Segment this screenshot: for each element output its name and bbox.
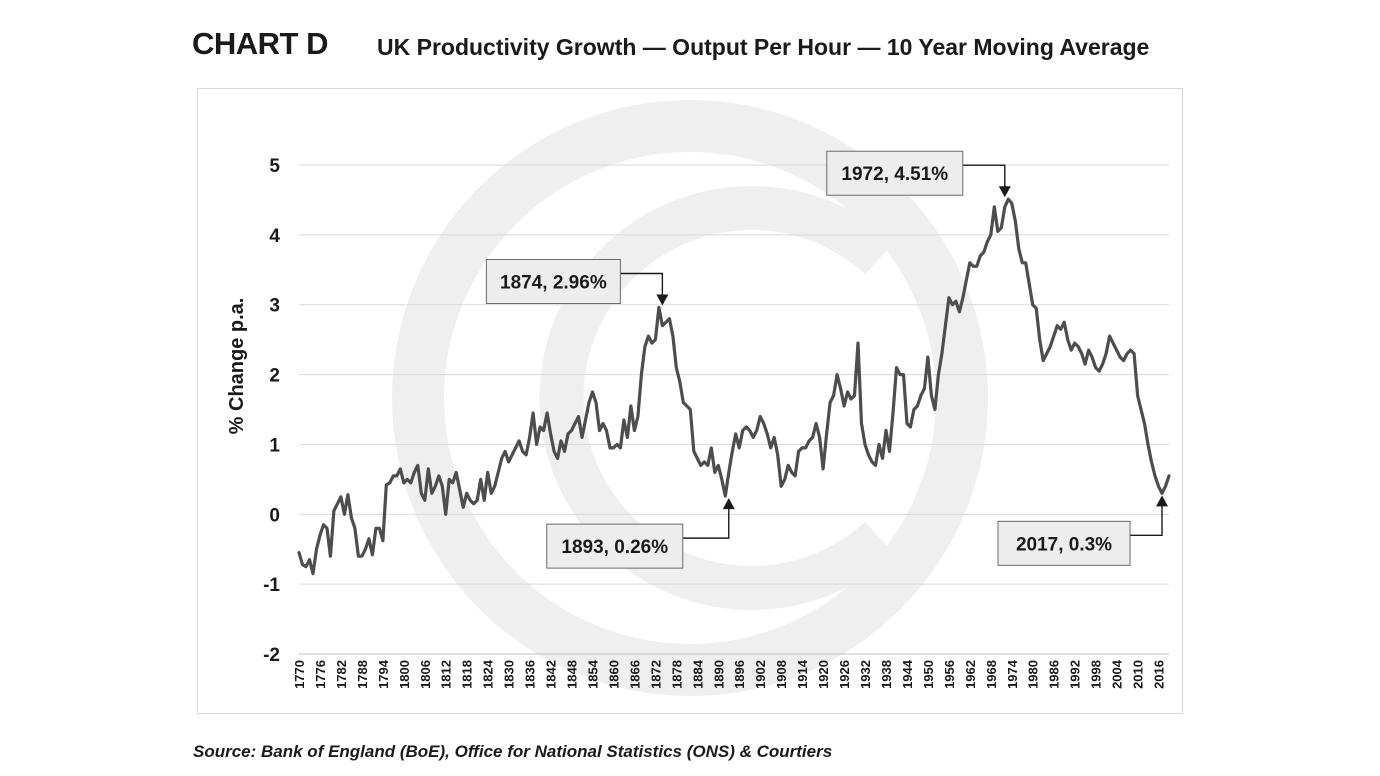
annotations: 1874, 2.96% 1972, 4.51% 1893, 0.26% 2017, 0… — [485, 150, 1169, 569]
callout-connector — [1130, 505, 1163, 537]
source-note: Source: Bank of England (BoE), Office fo… — [193, 742, 833, 761]
plot-frame — [197, 88, 1183, 714]
x-tick-label: 1962 — [963, 660, 978, 689]
callout-connector — [620, 272, 664, 296]
y-tick-label: -2 — [263, 645, 280, 666]
y-tick-label: 1 — [269, 435, 280, 456]
x-tick-label: 1842 — [544, 660, 559, 689]
x-tick-label: 1932 — [858, 660, 873, 689]
grid-lines — [299, 164, 1169, 655]
y-tick-label: 5 — [269, 156, 280, 177]
callout-connector — [682, 508, 730, 539]
callout-box — [997, 520, 1131, 566]
callout-arrowhead — [998, 186, 1011, 198]
callout-box — [826, 150, 964, 196]
x-tick-label: 1974 — [1005, 659, 1020, 689]
x-tick-label: 1920 — [816, 660, 831, 689]
callout-connector — [962, 164, 1006, 188]
callout-label: 2017, 0.3% — [1016, 534, 1112, 555]
x-tick-label: 1944 — [900, 659, 915, 689]
x-tick-label: 1776 — [313, 660, 328, 689]
x-tick-label: 1950 — [921, 660, 936, 689]
callout-label: 1874, 2.96% — [500, 273, 607, 294]
y-axis-label: % Change p.a. — [226, 298, 248, 435]
y-axis: -2 -1 0 1 2 3 4 5 — [263, 156, 280, 666]
x-tick-label: 1866 — [627, 660, 642, 689]
x-tick-label: 1926 — [837, 660, 852, 689]
y-tick-label: 2 — [269, 366, 280, 387]
callout-label: 1972, 4.51% — [841, 164, 948, 185]
x-tick-label: 2016 — [1152, 660, 1167, 689]
x-tick-label: 1824 — [481, 659, 496, 689]
x-tick-label: 1884 — [690, 659, 705, 689]
x-tick-label: 1878 — [669, 660, 684, 689]
x-tick-label: 1992 — [1068, 660, 1083, 689]
y-tick-label: -1 — [263, 575, 280, 596]
callout-arrowhead — [656, 294, 669, 306]
x-tick-label: 1968 — [984, 660, 999, 689]
x-tick-label: 1836 — [523, 660, 538, 689]
watermark-c — [539, 186, 895, 610]
x-tick-label: 1800 — [397, 660, 412, 689]
y-tick-label: 4 — [269, 226, 280, 247]
x-tick-label: 1938 — [879, 660, 894, 689]
series-line — [297, 197, 1171, 576]
x-tick-label: 1890 — [711, 660, 726, 689]
x-tick-label: 1902 — [753, 660, 768, 689]
x-tick-label: 1896 — [732, 660, 747, 689]
x-tick-label: 1956 — [942, 660, 957, 689]
y-tick-label: 0 — [269, 505, 280, 526]
annotation-callout: 1874, 2.96% — [485, 259, 669, 306]
copyright-watermark-icon — [392, 100, 988, 696]
callout-label: 1893, 0.26% — [561, 537, 668, 558]
y-tick-label: 3 — [269, 296, 280, 317]
x-tick-label: 1860 — [606, 660, 621, 689]
x-tick-label: 2010 — [1131, 660, 1146, 689]
chart-title: UK Productivity Growth — Output Per Hour… — [377, 34, 1150, 60]
x-tick-label: 1782 — [334, 660, 349, 689]
series-group — [297, 197, 1171, 576]
x-tick-label: 1818 — [460, 660, 475, 689]
callout-box — [546, 523, 684, 569]
x-tick-label: 1812 — [439, 660, 454, 689]
x-tick-label: 1980 — [1026, 660, 1041, 689]
chart-label: CHART D — [192, 26, 329, 61]
x-tick-label: 2004 — [1110, 659, 1125, 689]
annotation-callout: 1972, 4.51% — [826, 150, 1011, 198]
annotation-callout: 1893, 0.26% — [546, 498, 735, 569]
callout-box — [485, 259, 621, 305]
x-axis: 1770 1776 1782 1788 1794 1800 1806 1812 1818 1824… — [292, 659, 1167, 689]
x-tick-label: 1806 — [418, 660, 433, 689]
x-tick-label: 1788 — [355, 660, 370, 689]
x-tick-label: 1872 — [648, 660, 663, 689]
callout-arrowhead — [1156, 495, 1169, 507]
watermark-ring — [392, 100, 988, 696]
x-tick-label: 1830 — [502, 660, 517, 689]
x-tick-label: 1848 — [565, 660, 580, 689]
x-tick-label: 1770 — [292, 660, 307, 689]
x-tick-label: 1908 — [774, 660, 789, 689]
x-tick-label: 1986 — [1047, 660, 1062, 689]
x-tick-label: 1854 — [585, 659, 600, 689]
x-tick-label: 1914 — [795, 659, 810, 689]
x-tick-label: 1998 — [1089, 660, 1104, 689]
x-tick-label: 1794 — [376, 659, 391, 689]
callout-arrowhead — [722, 498, 735, 510]
annotation-callout: 2017, 0.3% — [997, 495, 1169, 566]
